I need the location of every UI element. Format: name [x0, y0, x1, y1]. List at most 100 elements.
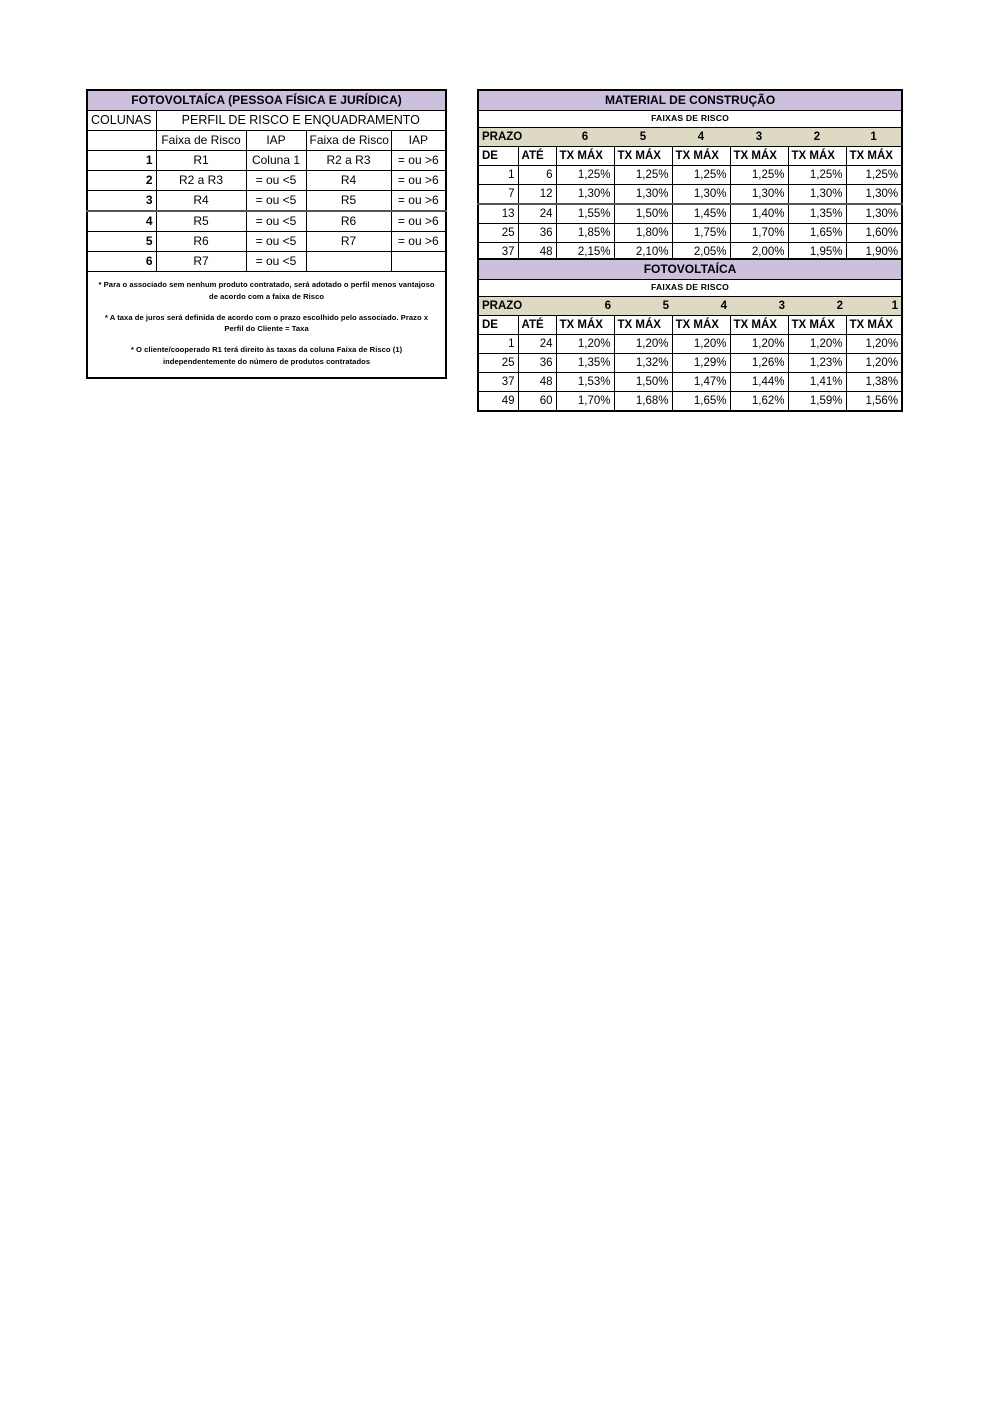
- perfil-notes: * Para o associado sem nenhum produto co…: [86, 270, 447, 379]
- fotovoltaica-col-txmax-3: TX MÁX: [729, 315, 789, 335]
- perfil-iap-a: = ou <5: [245, 231, 307, 252]
- fotovoltaica-taxa: 1,38%: [845, 372, 903, 392]
- table-row: 25 36 1,85% 1,80% 1,75% 1,70% 1,65% 1,60…: [477, 223, 903, 243]
- perfil-iap-b: = ou >6: [390, 170, 447, 191]
- material-title-row: MATERIAL DE CONSTRUÇÃO: [477, 89, 903, 111]
- fotovoltaica-taxa: 1,65%: [671, 391, 731, 412]
- material-taxa: 1,45%: [671, 203, 731, 224]
- fotovoltaica-taxa: 1,20%: [729, 334, 789, 354]
- table-row: 37 48 2,15% 2,10% 2,05% 2,00% 1,95% 1,90…: [477, 242, 903, 263]
- material-taxa: 1,25%: [845, 165, 903, 185]
- material-ate: 24: [517, 203, 557, 224]
- material-taxa: 1,65%: [787, 223, 847, 243]
- perfil-faixa-a: R2 a R3: [155, 170, 247, 191]
- material-taxa: 1,60%: [845, 223, 903, 243]
- fotovoltaica-taxa: 1,53%: [555, 372, 615, 392]
- fotovoltaica-taxa: 1,23%: [787, 353, 847, 373]
- perfil-iap-a: = ou <5: [245, 251, 307, 272]
- perfil-iap-b: = ou >6: [390, 231, 447, 252]
- material-col-txmax-4: TX MÁX: [671, 146, 731, 166]
- material-de: 25: [477, 223, 519, 243]
- fotovoltaica-taxa: 1,41%: [787, 372, 847, 392]
- perfil-iap-a: Coluna 1: [245, 150, 307, 171]
- material-taxa: 1,50%: [613, 203, 673, 224]
- perfil-row-index: 5: [86, 231, 157, 252]
- perfil-faixa-a: R1: [155, 150, 247, 171]
- perfil-note: * Para o associado sem nenhum produto co…: [98, 280, 435, 301]
- material-taxa: 1,40%: [729, 203, 789, 224]
- table-row: 1 R1 Coluna 1 R2 a R3 = ou >6: [86, 150, 447, 171]
- perfil-faixa-b: R2 a R3: [305, 150, 392, 171]
- fotovoltaica-de: 37: [477, 372, 519, 392]
- material-taxa: 1,75%: [671, 223, 731, 243]
- subheader-blank: [86, 130, 157, 151]
- material-taxa: 1,80%: [613, 223, 673, 243]
- subheader-faixa-risco-a: Faixa de Risco: [155, 130, 247, 151]
- fotovoltaica-de: 49: [477, 391, 519, 412]
- fotovoltaica-col-txmax-1: TX MÁX: [845, 315, 903, 335]
- material-header-row: DE ATÉ TX MÁX TX MÁX TX MÁX TX MÁX TX MÁ…: [477, 146, 903, 166]
- perfil-iap-b: = ou >6: [390, 190, 447, 212]
- perfil-iap-a: = ou <5: [245, 190, 307, 212]
- perfil-iap-b: = ou >6: [390, 210, 447, 232]
- perfil-row-index: 1: [86, 150, 157, 171]
- material-col-de: DE: [477, 146, 519, 166]
- material-col-txmax-1: TX MÁX: [845, 146, 903, 166]
- perfil-row-index: 6: [86, 251, 157, 272]
- table-row: 37 48 1,53% 1,50% 1,47% 1,44% 1,41% 1,38…: [477, 372, 903, 392]
- material-ate: 6: [517, 165, 557, 185]
- material-taxa: 1,25%: [671, 165, 731, 185]
- material-taxa: 1,35%: [787, 203, 847, 224]
- perfil-row-index: 4: [86, 210, 157, 232]
- fotovoltaica-ate: 60: [517, 391, 557, 412]
- fotovoltaica-taxa: 1,26%: [729, 353, 789, 373]
- fotovoltaica-taxa: 1,35%: [555, 353, 615, 373]
- fotovoltaica-col-txmax-5: TX MÁX: [613, 315, 673, 335]
- fotovoltaica-table-body: FOTOVOLTAÍCA FAIXAS DE RISCO PRAZO 6 5 4…: [477, 258, 903, 412]
- table-row: 25 36 1,35% 1,32% 1,29% 1,26% 1,23% 1,20…: [477, 353, 903, 373]
- colunas-label: COLUNAS: [86, 110, 157, 131]
- fotovoltaica-taxa: 1,62%: [729, 391, 789, 412]
- material-col-txmax-2: TX MÁX: [787, 146, 847, 166]
- table-row: 49 60 1,70% 1,68% 1,65% 1,62% 1,59% 1,56…: [477, 391, 903, 412]
- material-band-4: 4: [672, 127, 730, 147]
- fotovoltaica-taxa: 1,44%: [729, 372, 789, 392]
- material-col-ate: ATÉ: [517, 146, 557, 166]
- material-title: MATERIAL DE CONSTRUÇÃO: [477, 89, 903, 111]
- fotovoltaica-de: 1: [477, 334, 519, 354]
- material-faixas-row: FAIXAS DE RISCO: [477, 110, 903, 128]
- fotovoltaica-title: FOTOVOLTAÍCA: [477, 258, 903, 280]
- fotovoltaica-taxa: 1,47%: [671, 372, 731, 392]
- material-taxa: 1,30%: [845, 203, 903, 224]
- material-de: 13: [477, 203, 519, 224]
- fotovoltaica-taxa: 1,59%: [787, 391, 847, 412]
- subheader-iap-a: IAP: [245, 130, 307, 151]
- fotovoltaica-taxa: 1,20%: [555, 334, 615, 354]
- fotovoltaica-prazo-row: PRAZO 6 5 4 3 2 1: [478, 296, 903, 316]
- fotovoltaica-faixas-row: FAIXAS DE RISCO: [477, 279, 903, 297]
- material-band-6: 6: [556, 127, 614, 147]
- fotovoltaica-de: 25: [477, 353, 519, 373]
- fotovoltaica-ate: 24: [517, 334, 557, 354]
- fotovoltaica-faixas-label: FAIXAS DE RISCO: [477, 279, 903, 297]
- table-row: 3 R4 = ou <5 R5 = ou >6: [86, 190, 447, 212]
- fotovoltaica-col-txmax-4: TX MÁX: [671, 315, 731, 335]
- perfil-faixa-a: R6: [155, 231, 247, 252]
- material-taxa: 1,25%: [555, 165, 615, 185]
- subheader-faixa-risco-b: Faixa de Risco: [305, 130, 392, 151]
- perfil-faixa-a: R4: [155, 190, 247, 212]
- perfil-iap-b: = ou >6: [390, 150, 447, 171]
- fotovoltaica-col-txmax-6: TX MÁX: [555, 315, 615, 335]
- perfil-iap-a: = ou <5: [245, 210, 307, 232]
- perfil-iap-a: = ou <5: [245, 170, 307, 191]
- material-taxa: 1,55%: [555, 203, 615, 224]
- fotovoltaica-band-2: 2: [788, 296, 846, 316]
- fotovoltaica-taxa: 1,20%: [845, 334, 903, 354]
- fotovoltaica-rate-table: FOTOVOLTAÍCA FAIXAS DE RISCO PRAZO 6 5 4…: [477, 258, 904, 412]
- fotovoltaica-band-1: 1: [846, 296, 903, 316]
- material-faixas-label: FAIXAS DE RISCO: [477, 110, 903, 128]
- material-taxa: 1,30%: [845, 184, 903, 205]
- material-taxa: 1,30%: [555, 184, 615, 205]
- material-taxa: 1,30%: [671, 184, 731, 205]
